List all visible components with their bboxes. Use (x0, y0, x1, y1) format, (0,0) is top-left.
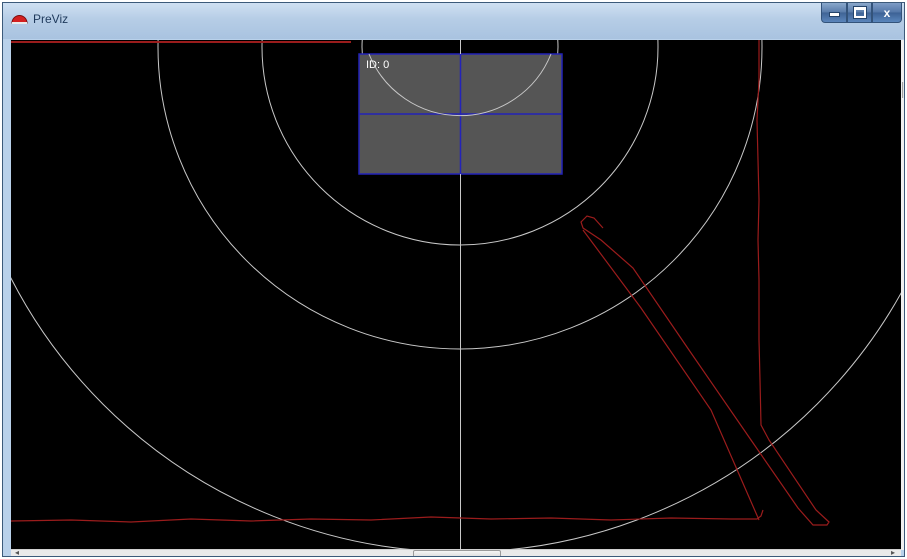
close-icon: x (883, 5, 891, 20)
splitter-handle[interactable] (902, 82, 904, 98)
scroll-left-icon[interactable]: ◂ (15, 548, 20, 557)
zone-id-label: ID: 0 (366, 59, 390, 71)
title-bar[interactable]: PreViz x (3, 3, 904, 39)
app-icon (11, 15, 28, 24)
window-title: PreViz (33, 12, 69, 26)
contour-diagonal-left (582, 229, 760, 521)
range-ring-1-overlay (368, 53, 552, 117)
maximize-icon (853, 7, 866, 18)
scrollbar-thumb[interactable] (413, 550, 501, 556)
contour-right-obstacle (580, 40, 830, 526)
close-button[interactable]: x (872, 3, 902, 23)
horizontal-scrollbar[interactable]: ◂ ▸ (11, 548, 901, 557)
contour-floor-edge (11, 509, 764, 523)
right-panel-edge (901, 40, 904, 550)
sensor-canvas[interactable]: ID: 0 (11, 40, 901, 550)
minimize-icon (828, 12, 840, 17)
sensor-visualization (11, 40, 901, 550)
minimize-button[interactable] (821, 3, 847, 23)
maximize-button[interactable] (847, 3, 872, 23)
scroll-right-icon[interactable]: ▸ (890, 548, 895, 557)
